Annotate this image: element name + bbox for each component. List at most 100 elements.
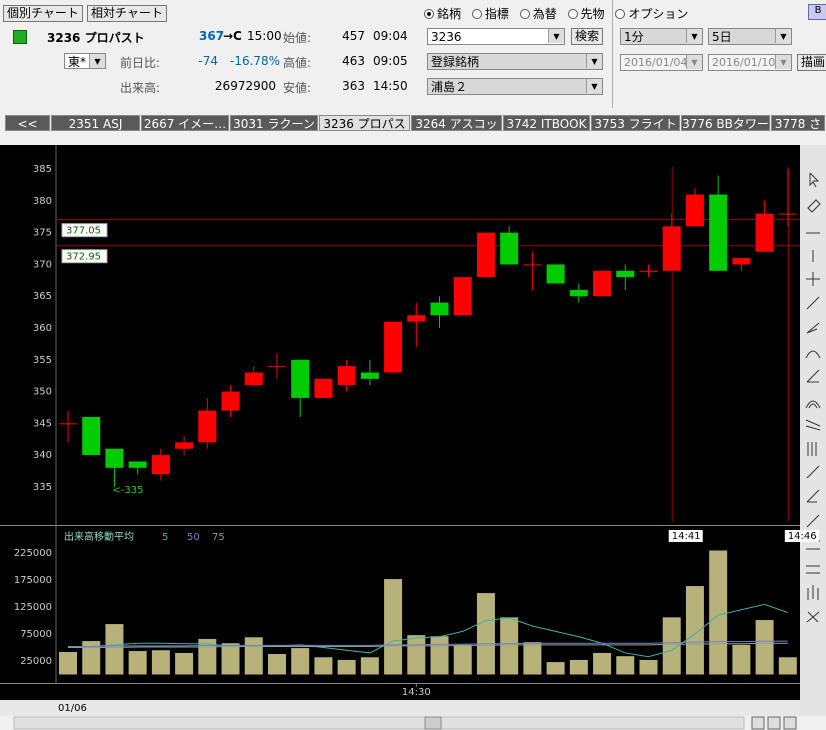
icon[interactable]	[806, 296, 820, 310]
tab-button[interactable]: 個別チャート	[3, 5, 83, 22]
candle-body	[384, 321, 403, 373]
price-flag: →C	[223, 29, 242, 43]
scroll-track[interactable]	[13, 716, 745, 730]
ma-line	[68, 640, 788, 647]
value: 3236	[431, 30, 462, 44]
radio[interactable]: オプション	[615, 7, 688, 21]
icon[interactable]	[805, 350, 821, 359]
y-tick-label: 340	[33, 450, 52, 461]
time: 09:05	[373, 54, 408, 68]
y-tick-label: 375	[33, 228, 52, 239]
search-button[interactable]: 検索	[571, 28, 604, 45]
code-input[interactable]: 3236 ▼	[427, 28, 565, 45]
volume-bar	[314, 657, 333, 675]
icon[interactable]	[806, 322, 820, 334]
arrow: ▼	[686, 29, 702, 43]
zoom-button[interactable]	[783, 716, 797, 730]
symbol-tab[interactable]: <<	[5, 115, 50, 131]
corner-button[interactable]: B	[808, 4, 826, 20]
volume-bar	[476, 593, 495, 675]
draw-button[interactable]: 描画	[797, 54, 826, 71]
volume-bar	[175, 652, 194, 675]
candle-body	[314, 378, 333, 398]
symbol-tab[interactable]: 3236 プロパスト	[319, 115, 410, 131]
volume-bar	[500, 617, 519, 675]
scroll-thumb[interactable]	[424, 716, 442, 730]
symbol-tab[interactable]: 2667 イメー…	[141, 115, 229, 131]
y-tick-label: 360	[33, 323, 52, 334]
value: 2016/01/04	[624, 56, 688, 69]
icon[interactable]	[806, 565, 820, 574]
icon[interactable]	[806, 514, 820, 528]
interval-select[interactable]: 1分 ▼	[620, 28, 703, 45]
y-tick-label: 345	[33, 418, 52, 429]
group-select[interactable]: 浦島２ ▼	[427, 78, 603, 95]
candle-body	[616, 270, 635, 278]
icon[interactable]	[807, 442, 817, 456]
volume-bar	[453, 644, 472, 675]
candle-body	[291, 359, 310, 398]
volume-bar	[755, 620, 774, 675]
radio[interactable]: 指標	[471, 7, 509, 21]
icon[interactable]	[806, 489, 820, 503]
candle-body	[337, 366, 356, 386]
icon[interactable]	[806, 465, 820, 479]
date-to[interactable]: 2016/01/10 ▼	[708, 54, 792, 71]
symbol-tab[interactable]: 3778 さく	[771, 115, 825, 131]
ma-line	[67, 603, 788, 658]
volume-bar	[523, 642, 542, 675]
radio[interactable]: 先物	[567, 7, 605, 21]
separator	[612, 0, 613, 108]
y-tick-label: 380	[33, 196, 52, 207]
list-select[interactable]: 登録銘柄 ▼	[427, 53, 603, 70]
date-from[interactable]: 2016/01/04 ▼	[620, 54, 703, 71]
icon[interactable]	[807, 585, 819, 600]
tab-button[interactable]: 相対チャート	[87, 5, 167, 22]
icon	[13, 30, 27, 44]
volume-bar	[685, 586, 704, 675]
volume-bar	[291, 648, 310, 675]
symbol-tab[interactable]: 2351 ASJ	[51, 115, 140, 131]
marker-label: 14:46	[788, 531, 817, 542]
radio[interactable]: 為替	[519, 7, 557, 21]
zoom-button[interactable]	[767, 716, 781, 730]
candle-body	[360, 372, 379, 379]
date-bar	[0, 700, 800, 716]
symbol-tab[interactable]: 3031 ラクーン	[230, 115, 318, 131]
change: -74	[198, 54, 218, 68]
volume-bar	[407, 635, 426, 675]
icon[interactable]	[807, 199, 821, 213]
icon[interactable]	[805, 400, 821, 409]
y-tick-label: 125000	[14, 602, 52, 613]
icon[interactable]	[809, 172, 820, 188]
icon[interactable]	[805, 419, 821, 431]
symbol-tab[interactable]: 3776 BBタワー	[681, 115, 770, 131]
radio[interactable]: 銘柄	[424, 7, 461, 21]
zoom-button[interactable]	[751, 716, 765, 730]
radio-label: 先物	[580, 7, 605, 21]
candle-body	[662, 226, 681, 271]
volume-bar	[59, 652, 77, 675]
candle-body	[151, 455, 170, 475]
arrow: ▼	[775, 29, 791, 43]
value: 363	[342, 79, 365, 93]
label: 出来高:	[120, 81, 161, 95]
symbol-tab[interactable]: 3742 ITBOOK	[503, 115, 590, 131]
y-tick-label: 175000	[14, 575, 52, 586]
icon[interactable]	[806, 611, 820, 623]
volume-bar	[616, 656, 635, 675]
exchange-select[interactable]: 東* ▼	[64, 53, 106, 69]
candle-body	[569, 289, 588, 297]
span-select[interactable]: 5日 ▼	[708, 28, 792, 45]
candle-body	[523, 264, 542, 266]
candle-body	[105, 448, 124, 468]
legend-entry: 50	[187, 532, 200, 543]
icon[interactable]	[806, 369, 820, 383]
symbol-tab[interactable]: 3264 アスコット	[411, 115, 502, 131]
time: 14:50	[373, 79, 408, 93]
symbol-tab[interactable]: 3753 フライト	[591, 115, 680, 131]
candle-body	[128, 461, 147, 468]
icon[interactable]	[806, 272, 820, 286]
y-tick-label: 25000	[20, 656, 52, 667]
